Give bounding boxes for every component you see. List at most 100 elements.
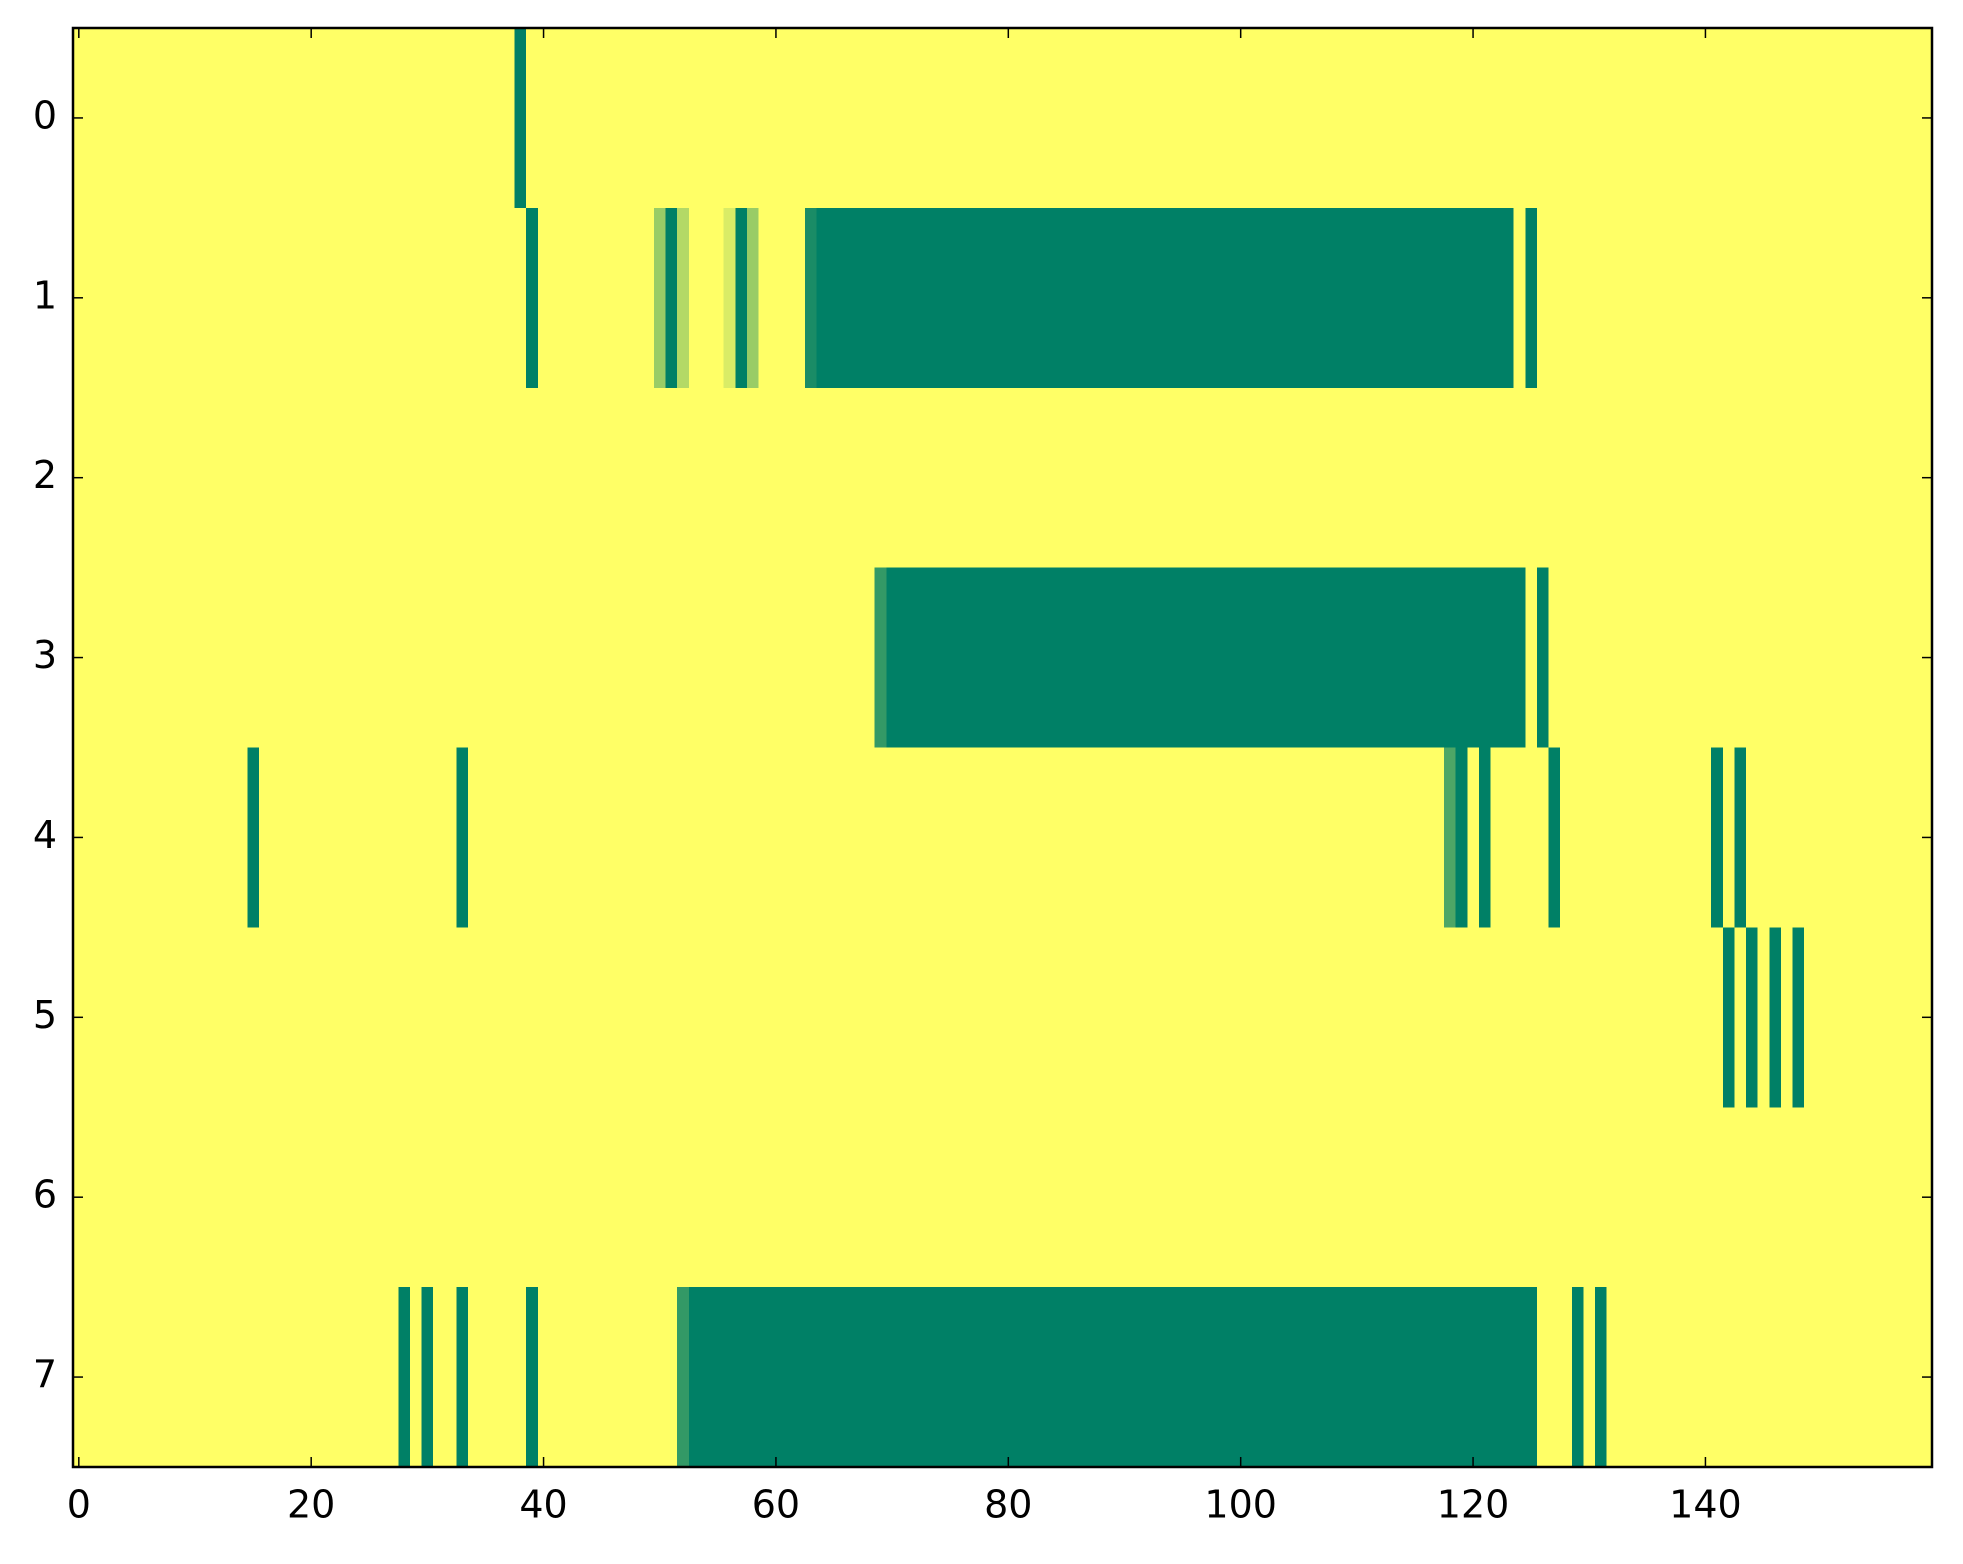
cell bbox=[1560, 387, 1573, 569]
cell bbox=[1908, 387, 1921, 569]
cell bbox=[1908, 927, 1921, 1108]
cell bbox=[1676, 747, 1689, 928]
cell bbox=[1897, 28, 1910, 209]
cell bbox=[1862, 207, 1875, 389]
cell bbox=[293, 207, 306, 389]
cell bbox=[839, 28, 853, 209]
cell bbox=[1676, 28, 1689, 209]
cell bbox=[1536, 567, 1550, 749]
cell bbox=[479, 1287, 492, 1468]
cell bbox=[897, 207, 911, 389]
cell bbox=[398, 28, 411, 209]
cell bbox=[189, 567, 202, 749]
cell bbox=[386, 567, 399, 749]
cell bbox=[84, 207, 97, 389]
cell bbox=[1839, 387, 1852, 569]
cell bbox=[630, 28, 643, 209]
cell bbox=[1246, 567, 1259, 749]
cell bbox=[560, 927, 574, 1108]
cell bbox=[886, 1107, 899, 1288]
cell bbox=[793, 1107, 806, 1288]
x-tick-label: 120 bbox=[1437, 1483, 1510, 1527]
cell bbox=[1908, 1287, 1921, 1468]
cell bbox=[409, 387, 423, 569]
cell bbox=[1513, 28, 1526, 209]
cell bbox=[909, 387, 922, 569]
cell bbox=[886, 927, 899, 1108]
cell bbox=[1211, 387, 1224, 569]
cell bbox=[770, 1287, 783, 1468]
cell bbox=[456, 1287, 469, 1468]
cell bbox=[258, 28, 272, 209]
cell bbox=[886, 567, 899, 749]
cell bbox=[1653, 1287, 1666, 1468]
cell bbox=[200, 927, 214, 1108]
cell bbox=[1780, 1107, 1794, 1288]
cell bbox=[1908, 567, 1921, 749]
cell bbox=[1862, 567, 1875, 749]
cell bbox=[1862, 387, 1875, 569]
cell bbox=[1130, 747, 1143, 928]
cell bbox=[1176, 567, 1189, 749]
cell bbox=[607, 28, 620, 209]
cell bbox=[119, 1107, 132, 1288]
cell bbox=[1595, 28, 1608, 209]
cell bbox=[1095, 567, 1108, 749]
cell bbox=[96, 747, 109, 928]
cell bbox=[1165, 927, 1178, 1108]
cell bbox=[200, 387, 214, 569]
cell bbox=[1165, 387, 1178, 569]
cell bbox=[1595, 747, 1608, 928]
cell bbox=[619, 28, 632, 209]
cell bbox=[247, 1287, 260, 1468]
cell bbox=[1815, 747, 1829, 928]
cell bbox=[1641, 1107, 1654, 1288]
cell bbox=[1490, 387, 1503, 569]
cell bbox=[630, 567, 643, 749]
cell bbox=[712, 1287, 725, 1468]
cell bbox=[1711, 387, 1724, 569]
cell bbox=[1467, 567, 1480, 749]
cell bbox=[1211, 1287, 1224, 1468]
cell bbox=[1083, 1107, 1097, 1288]
cell bbox=[642, 1107, 655, 1288]
cell bbox=[212, 1107, 225, 1288]
cell bbox=[1746, 387, 1759, 569]
cell bbox=[1107, 207, 1120, 389]
cell bbox=[979, 567, 992, 749]
cell bbox=[1153, 28, 1166, 209]
cell bbox=[770, 28, 783, 209]
cell bbox=[1711, 927, 1724, 1108]
cell bbox=[212, 1287, 225, 1468]
cell bbox=[96, 1107, 109, 1288]
cell bbox=[293, 927, 306, 1108]
cell bbox=[1513, 927, 1526, 1108]
cell bbox=[154, 1107, 167, 1288]
cell bbox=[1025, 387, 1038, 569]
cell bbox=[1560, 1107, 1573, 1288]
cell bbox=[1037, 207, 1050, 389]
cell bbox=[165, 567, 179, 749]
cell bbox=[433, 28, 446, 209]
cell bbox=[119, 567, 132, 749]
cell bbox=[1048, 927, 1062, 1108]
cell bbox=[1130, 387, 1143, 569]
cell bbox=[96, 387, 109, 569]
cell bbox=[456, 387, 469, 569]
cell bbox=[1769, 1287, 1782, 1468]
cell bbox=[619, 207, 632, 389]
cell bbox=[851, 387, 864, 569]
cell bbox=[1595, 387, 1608, 569]
cell bbox=[863, 747, 876, 928]
cell bbox=[154, 747, 167, 928]
cell bbox=[1165, 1107, 1178, 1288]
cell bbox=[1072, 747, 1085, 928]
cell bbox=[1223, 387, 1236, 569]
cell bbox=[1757, 927, 1770, 1108]
cell bbox=[874, 927, 887, 1108]
cell bbox=[1606, 1107, 1619, 1288]
cell bbox=[224, 387, 237, 569]
cell bbox=[746, 1107, 760, 1288]
cell bbox=[468, 747, 481, 928]
cell bbox=[1618, 28, 1631, 209]
